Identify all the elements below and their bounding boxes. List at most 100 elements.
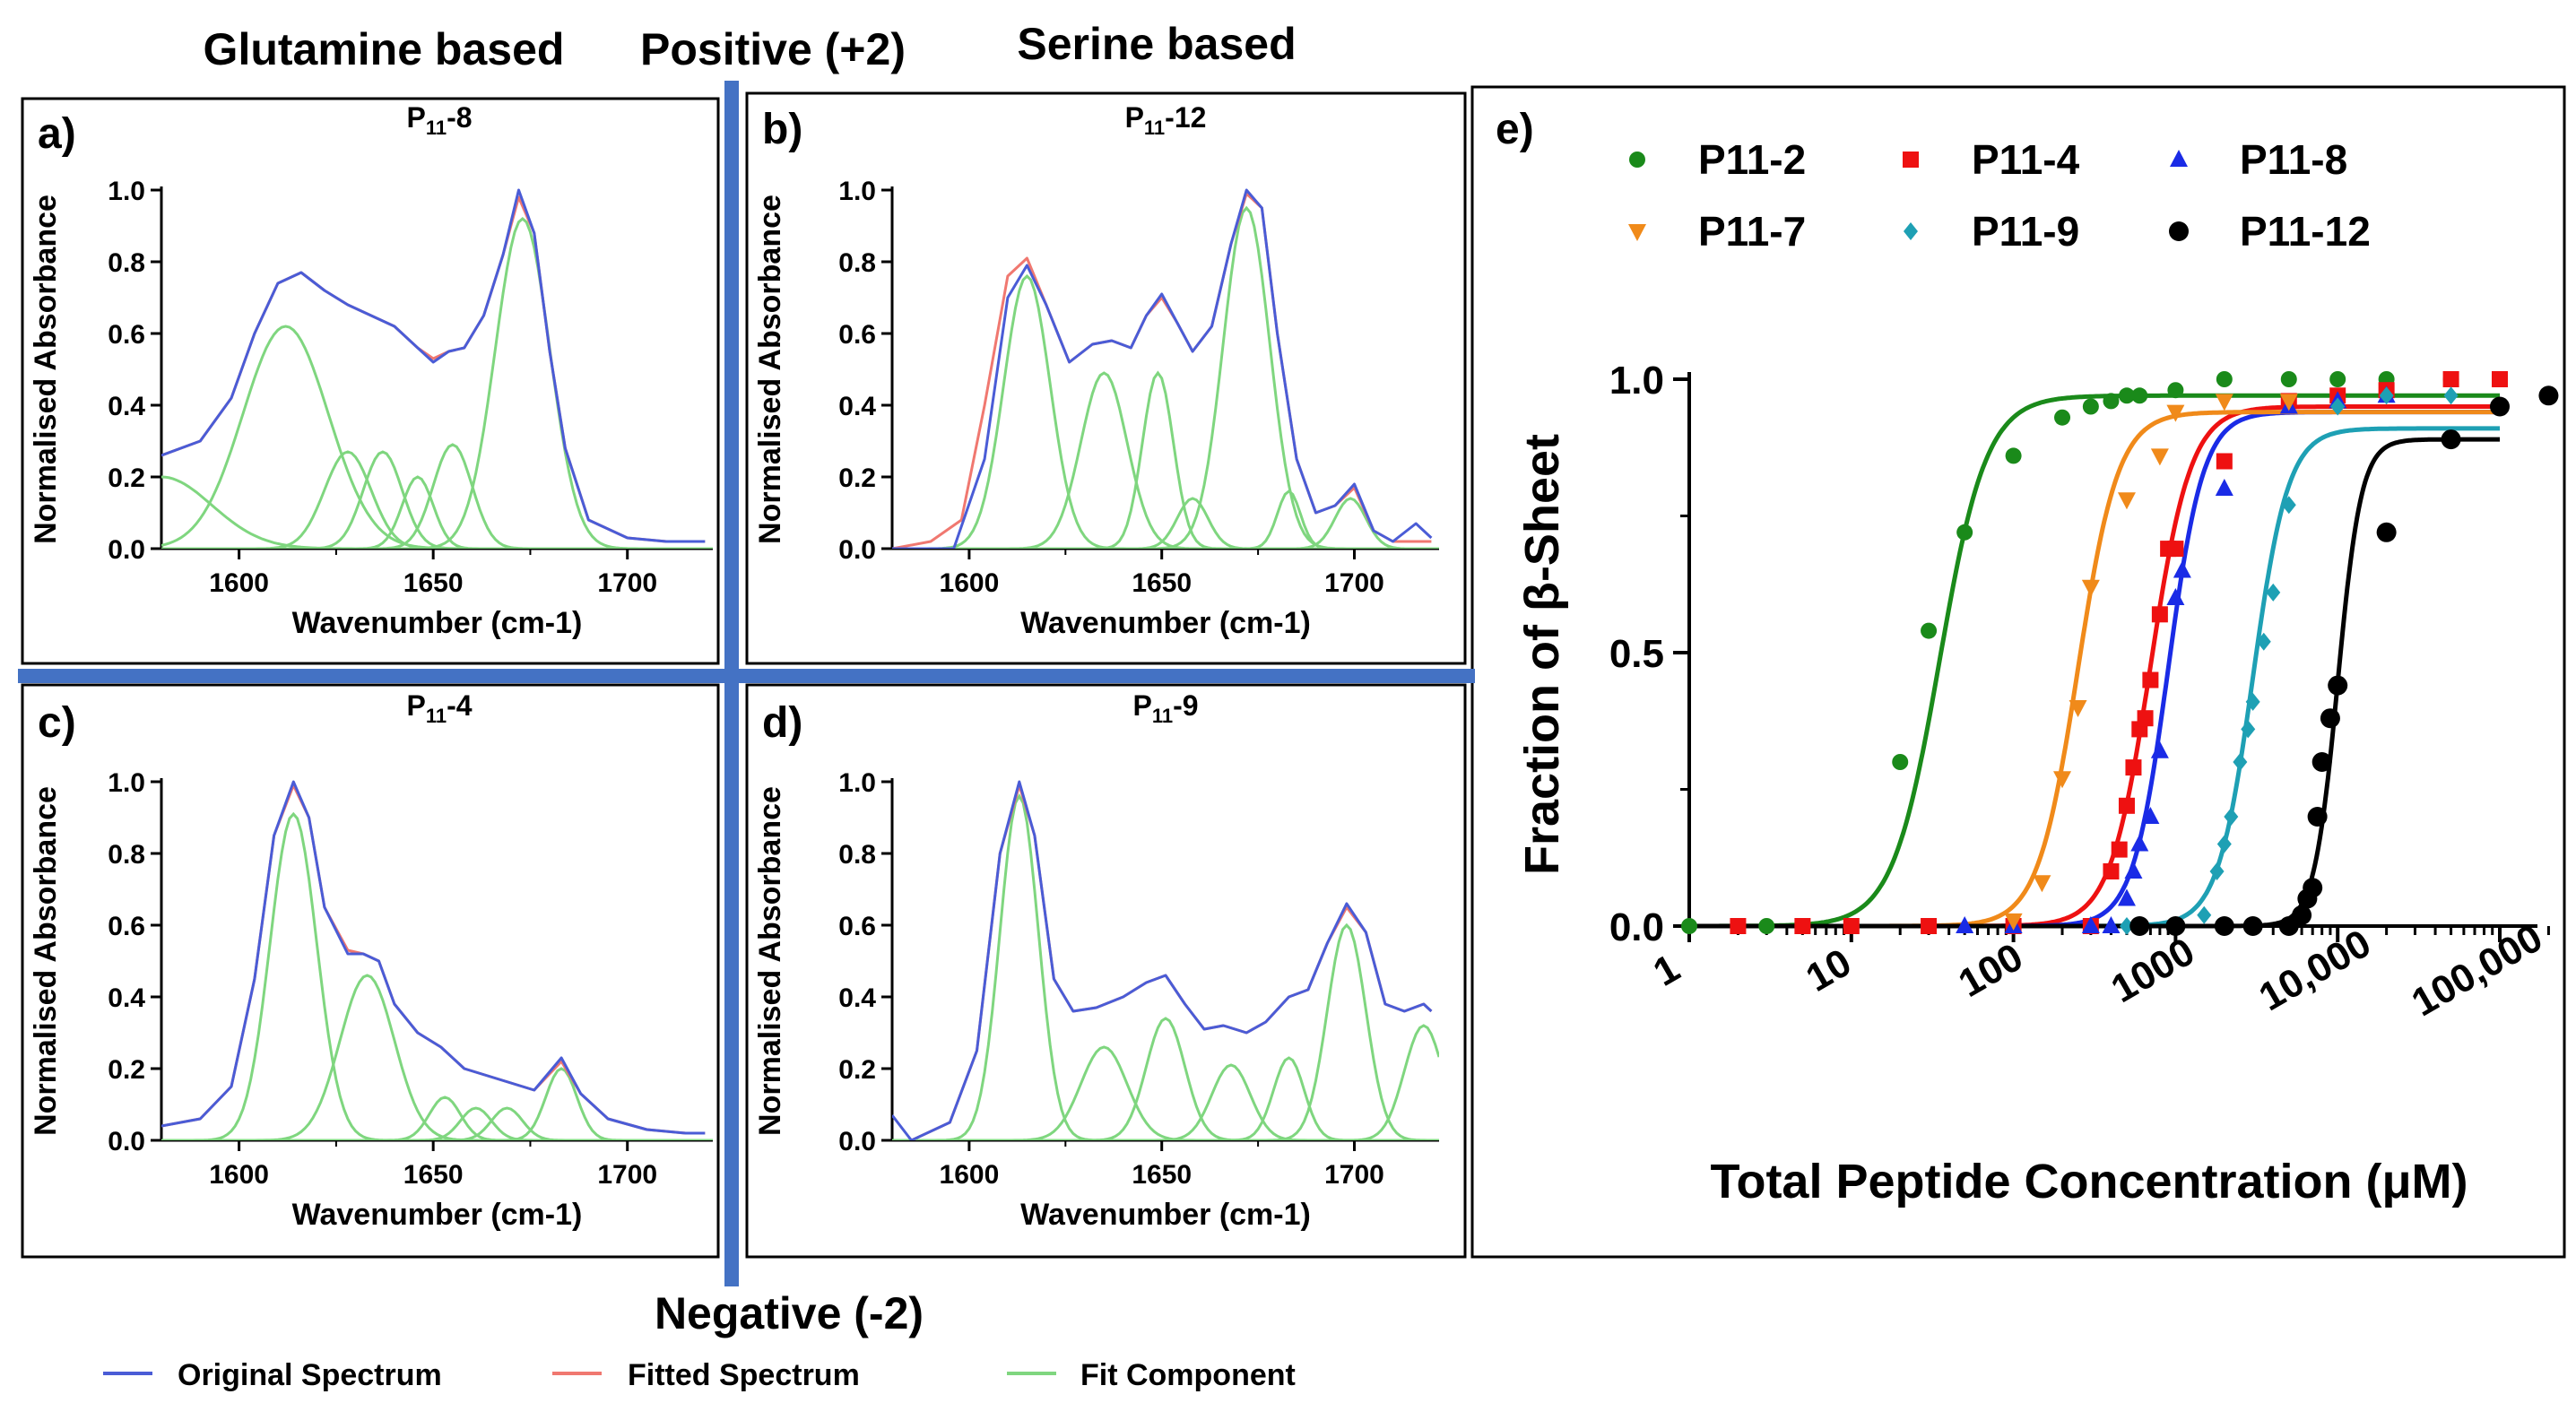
original-spectrum-line	[892, 188, 1433, 549]
title-main: P	[1132, 689, 1151, 722]
data-point	[2245, 692, 2260, 711]
data-point	[2215, 394, 2233, 411]
x-axis-label: Wavenumber (cm-1)	[292, 1198, 583, 1232]
fit-curve-p11-8	[1689, 410, 2500, 929]
x-axis-label: Total Peptide Concentration (μM)	[1710, 1155, 2468, 1208]
panel-e-label: e)	[1496, 106, 1534, 153]
data-point	[2215, 479, 2233, 496]
y-tick-label: 0.4	[838, 983, 876, 1013]
data-point	[1794, 918, 1811, 934]
original-spectrum-line	[892, 780, 1433, 1140]
fit-component-curve	[161, 1106, 713, 1140]
fit-curve-p11-7	[1689, 410, 2500, 929]
data-point	[1843, 918, 1860, 934]
title-suffix: -4	[447, 689, 473, 722]
y-axis-label: Fraction of β-Sheet	[1515, 434, 1569, 875]
x-tick-label: 1	[1646, 946, 1687, 995]
data-point	[2033, 875, 2051, 893]
fit-component-curve	[892, 792, 1439, 1140]
legend-entry-p11-4: P11-4	[1903, 136, 2080, 183]
fit-component-curve	[892, 273, 1439, 549]
fit-component-curve	[892, 1045, 1439, 1140]
data-point	[2209, 862, 2225, 880]
x-tick-label: 1600	[940, 568, 1000, 598]
data-point	[2117, 888, 2136, 906]
data-point	[1956, 524, 1973, 541]
header-positive: Positive (+2)	[640, 24, 906, 74]
data-point	[2117, 492, 2136, 510]
title-subscript: 11	[426, 117, 447, 139]
series-p11-7	[2004, 394, 2298, 931]
header-serine: Serine based	[1017, 19, 1296, 69]
x-tick-label: 1650	[1132, 1160, 1192, 1190]
data-point	[2118, 387, 2135, 404]
data-point	[2069, 700, 2087, 717]
data-point	[2538, 385, 2559, 406]
fit-component-curve	[161, 475, 713, 549]
x-axis-label: Wavenumber (cm-1)	[1020, 606, 1311, 640]
fit-component-curve	[161, 217, 713, 549]
data-point	[2167, 382, 2184, 399]
fit-component-curve	[892, 497, 1439, 549]
data-point	[2141, 807, 2160, 824]
series-p11-8	[1956, 385, 2396, 933]
y-axis-label: Normalised Absorbance	[29, 195, 63, 544]
panel-c-plot: 0.0 0.2 0.4 0.6 0.8 1.0 1600 1650 1700 Wavenumber…	[29, 689, 713, 1232]
data-point	[2379, 386, 2394, 405]
fit-component-curve	[161, 974, 713, 1140]
data-point	[2441, 429, 2461, 450]
y-tick-label: 0.8	[108, 248, 145, 278]
series-p11-4	[1730, 371, 2508, 934]
panel-c-frame	[21, 683, 720, 1259]
y-tick-label: 0.2	[838, 1055, 876, 1085]
panel-e-plot: 0.0 0.5 1.0 1 10 100 1000 10,000 100,000 Total Pe…	[1515, 136, 2559, 1208]
y-tick-label: 1.0	[108, 768, 145, 798]
x-tick-label: 1600	[940, 1160, 1000, 1190]
fit-component-curve	[161, 811, 713, 1140]
fit-component-curve	[892, 1056, 1439, 1140]
data-point	[2292, 905, 2312, 925]
data-point	[2103, 393, 2120, 410]
legend-entry-p11-7: P11-7	[1628, 208, 1806, 255]
y-tick-label: 0.8	[838, 248, 876, 278]
x-tick-label: 1650	[403, 1160, 464, 1190]
y-axis-label: Normalised Absorbance	[753, 195, 787, 544]
data-point	[2280, 371, 2297, 387]
data-point	[2490, 396, 2510, 417]
data-point	[2242, 916, 2263, 936]
y-tick-label: 0.2	[838, 463, 876, 493]
y-axis-label: Normalised Absorbance	[753, 786, 787, 1136]
title-suffix: -12	[1165, 101, 1206, 134]
data-point	[2307, 807, 2328, 827]
title-main: P	[406, 689, 425, 722]
legend-entry-p11-8: P11-8	[2170, 136, 2347, 183]
x-tick-label: 1650	[403, 568, 464, 598]
title-suffix: -8	[447, 101, 472, 134]
fit-curve-p11-4	[1689, 404, 2500, 929]
panel-title: P11-12	[1125, 101, 1207, 139]
data-point	[2241, 720, 2256, 739]
data-point	[1758, 918, 1775, 934]
data-point	[2167, 541, 2184, 558]
legend-label: P11-8	[2240, 136, 2347, 183]
panel-c-label: c)	[38, 699, 76, 747]
y-tick-label: 0.2	[108, 1055, 145, 1085]
data-point	[1921, 918, 1938, 934]
data-point	[2216, 835, 2232, 853]
fit-component-curve	[892, 922, 1439, 1140]
original-spectrum-line	[161, 188, 706, 543]
x-tick-label: 1600	[209, 568, 269, 598]
data-point	[2111, 841, 2128, 858]
data-point	[2137, 710, 2154, 727]
x-tick-label: 1700	[1324, 568, 1384, 598]
y-tick-label: 0.6	[838, 912, 876, 941]
fit-curve-p11-2	[1689, 393, 2500, 929]
fit-component-curve	[892, 371, 1439, 549]
data-point	[2081, 579, 2100, 597]
header-negative: Negative (-2)	[655, 1288, 924, 1338]
spectrum-traces	[161, 780, 713, 1140]
data-point	[2151, 606, 2168, 623]
y-tick-label: 0.6	[108, 912, 145, 941]
fitted-spectrum-line	[910, 784, 1433, 1140]
data-point	[2125, 759, 2142, 776]
